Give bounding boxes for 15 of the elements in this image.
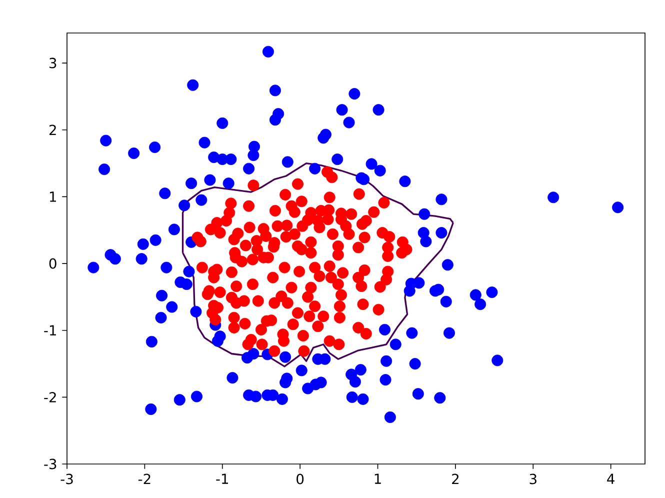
x-tick-label: 3 (530, 474, 536, 484)
y-tick-label: 1 (50, 192, 56, 202)
y-tick-label: 2 (49, 124, 56, 136)
x-tick-label: -1 (216, 474, 228, 484)
y-tick-label: -1 (44, 325, 56, 336)
y-tick-label: 0 (49, 258, 56, 269)
y-tick-label: 3 (50, 58, 56, 68)
x-tick-label: 1 (374, 474, 381, 484)
x-tick-label: -3 (60, 474, 73, 484)
x-tick-label: 0 (296, 474, 304, 484)
y-tick-label: -2 (44, 392, 56, 402)
x-tick-label: 4 (607, 474, 614, 484)
x-tick-label: -2 (138, 474, 150, 484)
x-tick-label: 2 (452, 474, 458, 484)
y-tick-label: -3 (44, 458, 56, 470)
